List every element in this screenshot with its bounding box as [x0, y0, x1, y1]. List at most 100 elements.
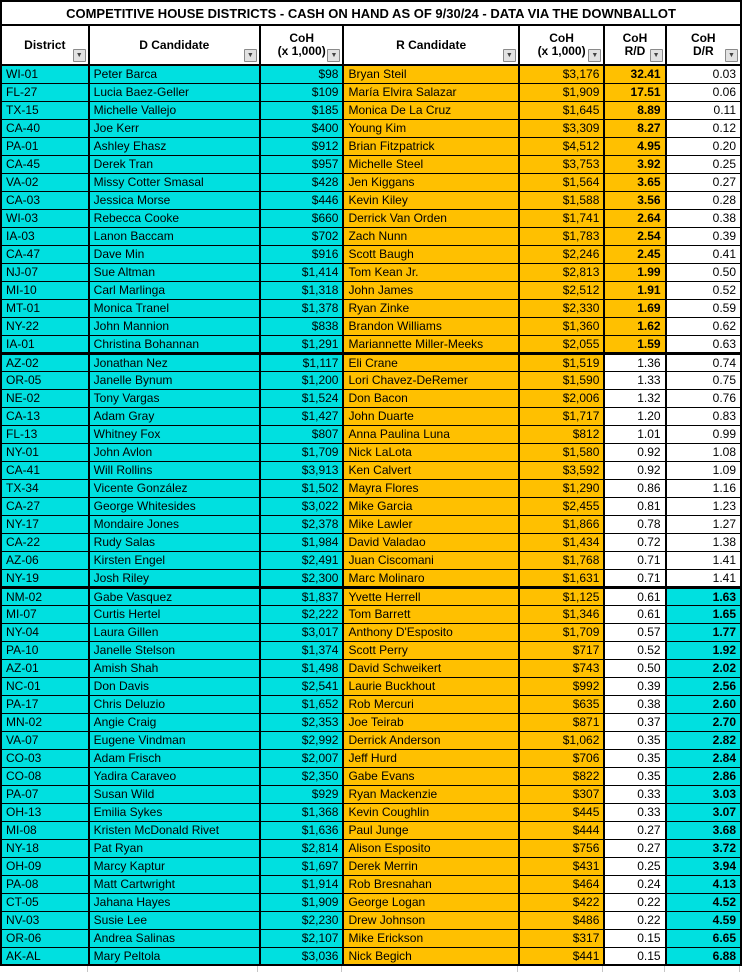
r-candidate-cell[interactable]: Nick Begich [342, 946, 520, 966]
d-candidate-cell[interactable]: Sue Altman [87, 262, 261, 282]
filter-dropdown-icon[interactable]: ▼ [502, 49, 516, 62]
d-candidate-cell[interactable]: George Whitesides [87, 496, 261, 516]
coh-rd-cell[interactable]: 0.72 [603, 532, 667, 552]
r-coh-cell[interactable]: $1,588 [517, 190, 606, 210]
district-cell[interactable]: MN-02 [0, 712, 90, 732]
r-coh-cell[interactable]: $1,768 [517, 550, 606, 570]
r-candidate-cell[interactable]: Nick LaLota [342, 442, 520, 462]
r-candidate-cell[interactable]: Tom Kean Jr. [342, 262, 520, 282]
coh-dr-cell[interactable]: 1.92 [664, 640, 742, 660]
district-cell[interactable]: CO-03 [0, 748, 90, 768]
d-coh-cell[interactable]: $2,491 [258, 550, 345, 570]
d-candidate-cell[interactable]: Laura Gillen [87, 622, 261, 642]
d-coh-cell[interactable]: $3,913 [258, 460, 345, 480]
r-coh-cell[interactable]: $1,717 [517, 406, 606, 426]
coh-rd-cell[interactable]: 32.41 [603, 64, 667, 84]
district-cell[interactable]: CA-40 [0, 118, 90, 138]
d-coh-cell[interactable]: $1,837 [258, 586, 345, 606]
coh-dr-cell[interactable]: 0.28 [664, 190, 742, 210]
d-coh-cell[interactable]: $1,374 [258, 640, 345, 660]
coh-rd-cell[interactable]: 3.65 [603, 172, 667, 192]
coh-dr-cell[interactable]: 0.27 [664, 172, 742, 192]
coh-rd-cell[interactable]: 0.27 [603, 820, 667, 840]
coh-rd-cell[interactable]: 1.33 [603, 370, 667, 390]
r-coh-cell[interactable]: $2,330 [517, 298, 606, 318]
r-coh-cell[interactable]: $444 [517, 820, 606, 840]
district-cell[interactable]: VA-02 [0, 172, 90, 192]
filter-dropdown-icon[interactable]: ▼ [725, 49, 738, 62]
r-coh-cell[interactable]: $3,309 [517, 118, 606, 138]
r-candidate-cell[interactable]: Monica De La Cruz [342, 100, 520, 120]
d-candidate-cell[interactable]: Susan Wild [87, 784, 261, 804]
coh-rd-cell[interactable]: 0.37 [603, 712, 667, 732]
r-candidate-cell[interactable]: Anthony D'Esposito [342, 622, 520, 642]
d-coh-cell[interactable]: $838 [258, 316, 345, 336]
district-cell[interactable]: MI-07 [0, 604, 90, 624]
r-candidate-cell[interactable]: Jen Kiggans [342, 172, 520, 192]
r-coh-cell[interactable]: $1,580 [517, 442, 606, 462]
coh-dr-cell[interactable]: 1.08 [664, 442, 742, 462]
coh-rd-cell[interactable]: 0.15 [603, 928, 667, 948]
coh-rd-cell[interactable]: 1.99 [603, 262, 667, 282]
r-coh-cell[interactable]: $422 [517, 892, 606, 912]
d-coh-cell[interactable]: $2,107 [258, 928, 345, 948]
d-candidate-cell[interactable]: Adam Frisch [87, 748, 261, 768]
r-coh-cell[interactable]: $1,519 [517, 352, 606, 372]
district-cell[interactable]: CA-03 [0, 190, 90, 210]
coh-dr-cell[interactable]: 1.41 [664, 568, 742, 589]
r-candidate-cell[interactable]: Ryan Mackenzie [342, 784, 520, 804]
r-coh-cell[interactable]: $1,346 [517, 604, 606, 624]
d-candidate-cell[interactable]: Angie Craig [87, 712, 261, 732]
d-candidate-cell[interactable]: Jessica Morse [87, 190, 261, 210]
d-candidate-cell[interactable]: Rudy Salas [87, 532, 261, 552]
district-cell[interactable]: CA-45 [0, 154, 90, 174]
r-coh-cell[interactable]: $445 [517, 802, 606, 822]
coh-rd-cell[interactable]: 0.25 [603, 856, 667, 876]
coh-rd-cell[interactable]: 0.61 [603, 586, 667, 606]
r-coh-cell[interactable]: $717 [517, 640, 606, 660]
district-cell[interactable]: NY-01 [0, 442, 90, 462]
filter-dropdown-icon[interactable]: ▼ [588, 49, 602, 62]
coh-rd-cell[interactable]: 0.61 [603, 604, 667, 624]
r-candidate-cell[interactable]: María Elvira Salazar [342, 82, 520, 102]
district-cell[interactable]: NM-02 [0, 586, 90, 606]
coh-dr-cell[interactable]: 1.77 [664, 622, 742, 642]
coh-dr-cell[interactable]: 4.59 [664, 910, 742, 930]
r-candidate-cell[interactable]: Rob Mercuri [342, 694, 520, 714]
filter-dropdown-icon[interactable]: ▼ [327, 49, 341, 62]
district-cell[interactable]: VA-07 [0, 730, 90, 750]
coh-rd-cell[interactable]: 0.24 [603, 874, 667, 894]
d-coh-cell[interactable]: $929 [258, 784, 345, 804]
d-coh-cell[interactable]: $3,036 [258, 946, 345, 966]
district-cell[interactable]: AZ-02 [0, 352, 90, 372]
coh-rd-cell[interactable]: 1.01 [603, 424, 667, 444]
coh-dr-cell[interactable]: 0.20 [664, 136, 742, 156]
district-cell[interactable]: MI-08 [0, 820, 90, 840]
district-cell[interactable]: TX-34 [0, 478, 90, 498]
d-coh-cell[interactable]: $400 [258, 118, 345, 138]
d-candidate-cell[interactable]: Rebecca Cooke [87, 208, 261, 228]
r-candidate-cell[interactable]: Mariannette Miller-Meeks [342, 334, 520, 355]
r-coh-cell[interactable]: $1,360 [517, 316, 606, 336]
d-candidate-cell[interactable]: Vicente González [87, 478, 261, 498]
r-coh-cell[interactable]: $1,564 [517, 172, 606, 192]
r-coh-cell[interactable]: $3,592 [517, 460, 606, 480]
coh-rd-cell[interactable]: 0.71 [603, 550, 667, 570]
district-cell[interactable]: PA-08 [0, 874, 90, 894]
coh-dr-cell[interactable]: 0.03 [664, 64, 742, 84]
d-candidate-cell[interactable]: Joe Kerr [87, 118, 261, 138]
coh-dr-cell[interactable]: 0.11 [664, 100, 742, 120]
d-candidate-cell[interactable]: Curtis Hertel [87, 604, 261, 624]
d-candidate-cell[interactable]: Don Davis [87, 676, 261, 696]
coh-rd-cell[interactable]: 0.92 [603, 460, 667, 480]
d-coh-cell[interactable]: $2,222 [258, 604, 345, 624]
d-candidate-cell[interactable]: Mondaire Jones [87, 514, 261, 534]
d-coh-cell[interactable]: $1,318 [258, 280, 345, 300]
coh-dr-cell[interactable]: 0.50 [664, 262, 742, 282]
r-candidate-cell[interactable]: Don Bacon [342, 388, 520, 408]
coh-rd-cell[interactable]: 0.78 [603, 514, 667, 534]
district-cell[interactable]: PA-10 [0, 640, 90, 660]
r-candidate-cell[interactable]: George Logan [342, 892, 520, 912]
district-cell[interactable]: OH-09 [0, 856, 90, 876]
d-coh-cell[interactable]: $446 [258, 190, 345, 210]
